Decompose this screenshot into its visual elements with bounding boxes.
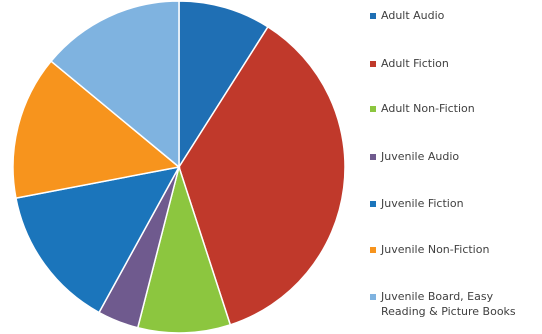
legend-swatch [370,201,376,207]
pie-slice-adult-fiction [178,25,346,326]
legend-item-juvenile-audio: Juvenile Audio [370,149,540,164]
legend-item-juvenile-fiction: Juvenile Fiction [370,196,540,211]
pie-chart-plot [12,0,346,334]
legend-item-juvenile-non-fiction: Juvenile Non-Fiction [370,242,540,257]
pie-slice-juvenile-board-easy-reading-picture-books [50,0,180,169]
legend-swatch [370,61,376,67]
legend-label: Adult Audio [381,9,445,22]
legend-label: Juvenile Board, Easy Reading & Picture B… [381,290,516,318]
legend-item-juvenile-board-easy-reading-picture-books: Juvenile Board, Easy Reading & Picture B… [370,289,540,319]
legend-swatch [370,294,376,300]
legend-swatch [370,154,376,160]
legend-label: Juvenile Fiction [381,197,464,210]
chart-legend: Adult Audio Adult Fiction Adult Non-Fictio… [370,0,540,334]
legend-label: Adult Non-Fiction [381,102,475,115]
legend-label: Adult Fiction [381,57,449,70]
legend-item-adult-fiction: Adult Fiction [370,56,540,71]
legend-swatch [370,13,376,19]
pie-slice-juvenile-non-fiction [12,60,181,199]
pie-slice-adult-non-fiction [136,164,232,334]
legend-item-adult-non-fiction: Adult Non-Fiction [370,101,540,116]
legend-label: Juvenile Audio [381,150,460,163]
legend-label: Juvenile Non-Fiction [381,243,490,256]
legend-swatch [370,247,376,253]
pie-slice-juvenile-fiction [15,165,181,314]
pie-slice-adult-audio [178,0,269,170]
legend-swatch [370,106,376,112]
legend-item-adult-audio: Adult Audio [370,8,540,23]
